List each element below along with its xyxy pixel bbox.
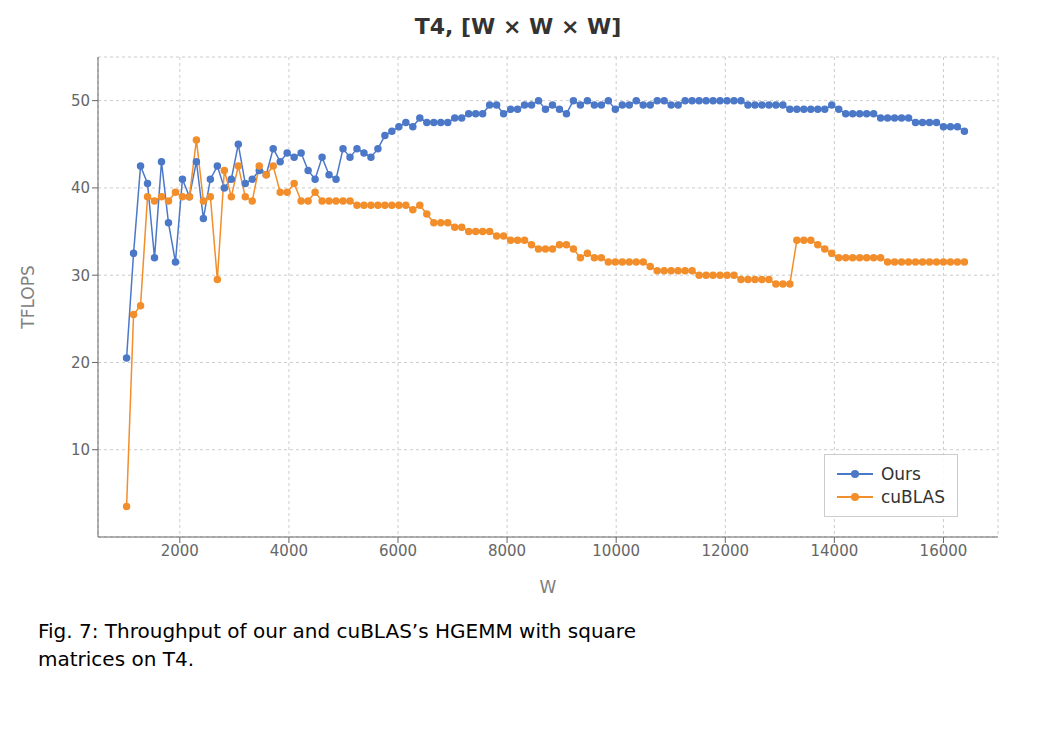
- svg-text:10: 10: [71, 441, 90, 459]
- html-text:Ours: Ours: [880, 464, 921, 484]
- svg-text:6000: 6000: [379, 542, 417, 560]
- svg-text:14000: 14000: [811, 542, 859, 560]
- svg-text:10000: 10000: [592, 542, 640, 560]
- svg-text:30: 30: [71, 267, 90, 285]
- html-text:matrices on T4.: matrices on T4.: [38, 647, 194, 671]
- svg-text:8000: 8000: [488, 542, 526, 560]
- html-text:Fig. 7: Throughput of our and: Fig. 7: Throughput of our and cuBLAS’s H…: [38, 619, 636, 643]
- svg-text:40: 40: [71, 179, 90, 197]
- svg-text:W: W: [540, 577, 557, 597]
- svg-text:4000: 4000: [270, 542, 308, 560]
- svg-text:2000: 2000: [161, 542, 199, 560]
- svg-text:20: 20: [71, 354, 90, 372]
- svg-text:16000: 16000: [920, 542, 968, 560]
- svg-text:12000: 12000: [701, 542, 749, 560]
- html-text:T4, [W × W × W]: T4, [W × W × W]: [414, 14, 622, 39]
- svg-text:50: 50: [71, 92, 90, 110]
- html-text:cuBLAS: cuBLAS: [880, 487, 945, 507]
- svg-text:TFLOPS: TFLOPS: [18, 265, 38, 329]
